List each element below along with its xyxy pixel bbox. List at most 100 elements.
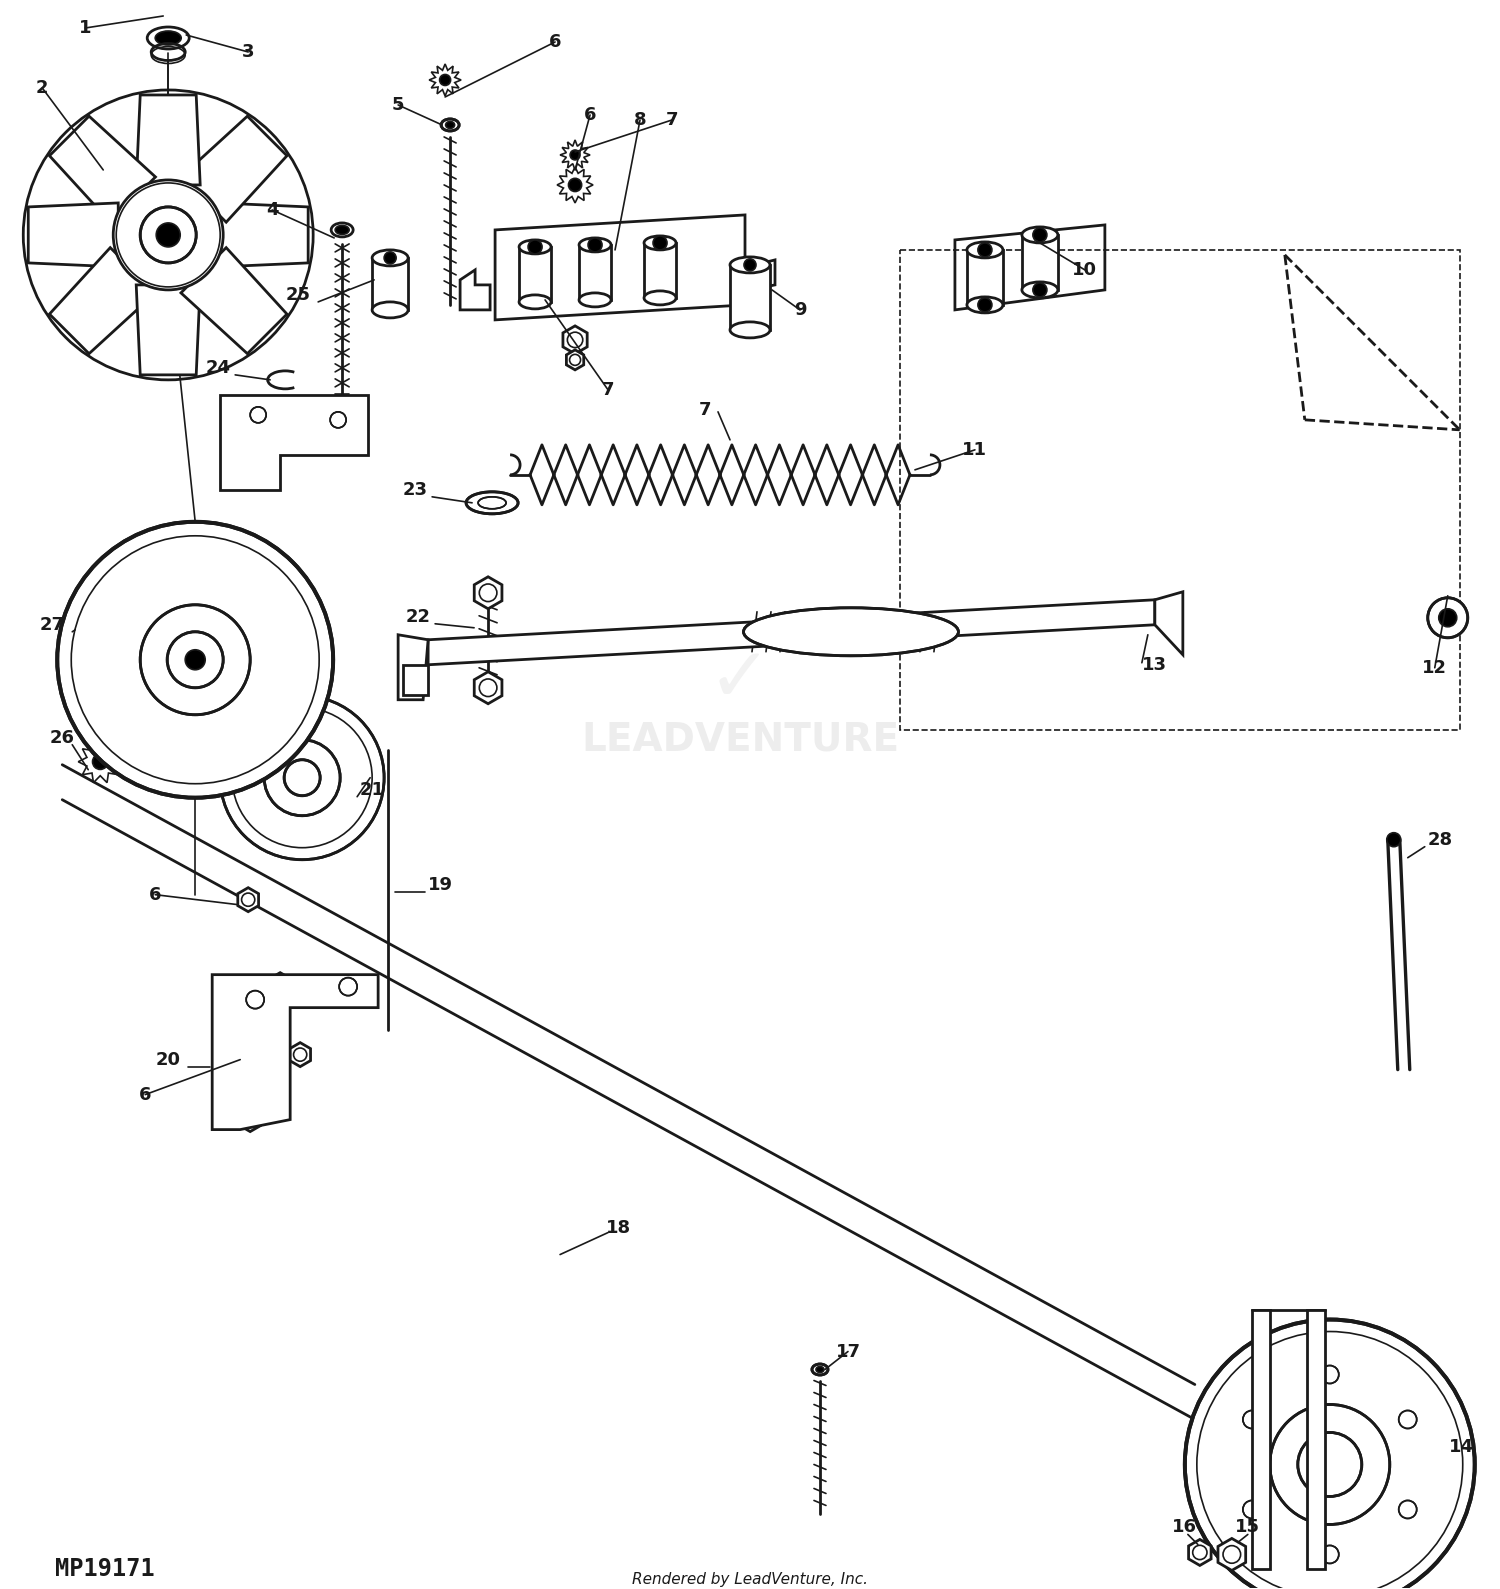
Polygon shape [240, 1108, 261, 1131]
Text: 3: 3 [242, 43, 255, 60]
Circle shape [140, 207, 196, 262]
Circle shape [588, 238, 602, 253]
Text: 26: 26 [50, 729, 75, 747]
Ellipse shape [812, 1363, 828, 1374]
Circle shape [978, 243, 992, 257]
Polygon shape [220, 394, 368, 489]
Polygon shape [372, 257, 408, 310]
Circle shape [440, 75, 450, 86]
Text: LEADVENTURE: LEADVENTURE [580, 721, 898, 758]
Polygon shape [567, 350, 584, 370]
Circle shape [652, 235, 668, 249]
Text: 17: 17 [836, 1343, 861, 1360]
Text: 11: 11 [963, 440, 987, 459]
Circle shape [1034, 283, 1047, 297]
Polygon shape [238, 888, 258, 912]
Circle shape [330, 412, 346, 427]
Circle shape [246, 990, 264, 1009]
Circle shape [744, 259, 756, 270]
Circle shape [1298, 1433, 1362, 1497]
Text: 25: 25 [285, 286, 310, 303]
Ellipse shape [730, 257, 770, 273]
Circle shape [264, 740, 340, 815]
Polygon shape [956, 226, 1106, 310]
Circle shape [1034, 227, 1047, 242]
Text: MP19171: MP19171 [56, 1557, 154, 1581]
Ellipse shape [446, 121, 454, 129]
Circle shape [1322, 1546, 1340, 1564]
Ellipse shape [154, 32, 182, 44]
Polygon shape [290, 1042, 310, 1066]
Polygon shape [136, 95, 200, 184]
Text: 19: 19 [427, 876, 453, 893]
Polygon shape [270, 972, 291, 996]
Text: 23: 23 [402, 481, 427, 499]
Text: 4: 4 [266, 200, 279, 219]
Text: 16: 16 [1173, 1519, 1197, 1537]
Circle shape [1185, 1319, 1474, 1589]
Polygon shape [460, 270, 490, 310]
Polygon shape [560, 140, 590, 170]
Ellipse shape [644, 235, 676, 249]
Polygon shape [1306, 1309, 1324, 1570]
Polygon shape [556, 167, 592, 203]
Ellipse shape [519, 296, 550, 308]
Ellipse shape [968, 242, 1004, 257]
Circle shape [184, 650, 206, 669]
Polygon shape [136, 284, 200, 375]
Polygon shape [217, 203, 308, 267]
Circle shape [570, 149, 580, 160]
Ellipse shape [968, 297, 1004, 313]
Circle shape [1244, 1500, 1262, 1519]
Circle shape [1428, 597, 1467, 637]
Circle shape [140, 605, 250, 715]
Polygon shape [474, 577, 502, 609]
Polygon shape [968, 249, 1004, 305]
Circle shape [251, 407, 266, 423]
Text: 7: 7 [699, 400, 711, 419]
Text: 20: 20 [156, 1050, 180, 1069]
Text: 13: 13 [1143, 656, 1167, 674]
Circle shape [339, 977, 357, 996]
Polygon shape [182, 116, 286, 222]
Ellipse shape [372, 302, 408, 318]
Text: 5: 5 [392, 95, 405, 114]
Circle shape [1270, 1405, 1390, 1524]
Ellipse shape [744, 607, 958, 656]
Circle shape [1244, 1411, 1262, 1429]
Text: 7: 7 [666, 111, 678, 129]
Polygon shape [579, 245, 610, 300]
Text: 10: 10 [1072, 261, 1098, 280]
Text: 6: 6 [140, 1085, 152, 1104]
Text: ✓: ✓ [708, 644, 772, 717]
Circle shape [978, 297, 992, 311]
Text: 21: 21 [360, 780, 384, 799]
Circle shape [1388, 833, 1401, 847]
Ellipse shape [1022, 281, 1058, 297]
Text: 2: 2 [36, 79, 48, 97]
Circle shape [156, 222, 180, 246]
Text: 6: 6 [584, 106, 597, 124]
Polygon shape [1218, 1538, 1245, 1570]
Text: 12: 12 [1422, 659, 1448, 677]
Polygon shape [519, 246, 550, 302]
Text: 9: 9 [794, 300, 806, 319]
Text: 15: 15 [1236, 1519, 1260, 1537]
Polygon shape [78, 740, 122, 783]
Polygon shape [562, 326, 586, 354]
Polygon shape [1252, 1309, 1270, 1570]
Ellipse shape [1022, 227, 1058, 243]
Ellipse shape [441, 119, 459, 130]
Circle shape [1322, 1365, 1340, 1384]
Circle shape [1398, 1411, 1416, 1429]
Polygon shape [427, 599, 1155, 664]
Polygon shape [398, 634, 427, 699]
Polygon shape [28, 203, 118, 267]
Text: 24: 24 [206, 359, 231, 377]
Polygon shape [644, 243, 676, 297]
Circle shape [284, 760, 320, 796]
Polygon shape [474, 672, 502, 704]
Ellipse shape [334, 226, 350, 235]
Polygon shape [182, 248, 286, 354]
Circle shape [568, 178, 582, 192]
